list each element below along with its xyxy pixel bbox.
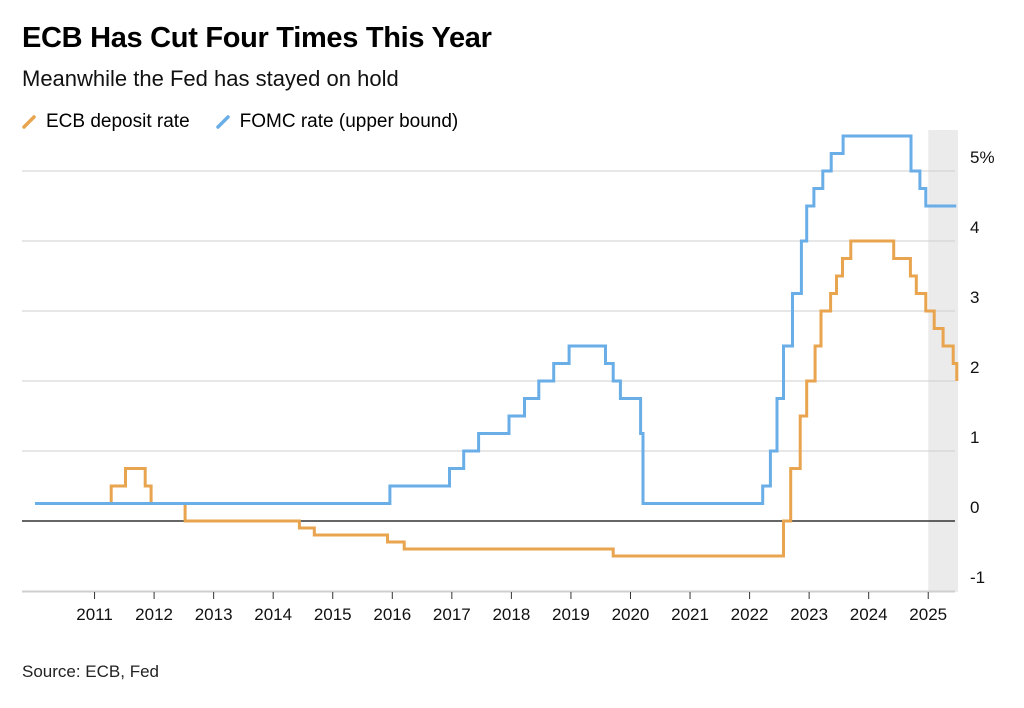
y-tick-label: 5% — [970, 148, 995, 167]
legend-swatch-ecb — [22, 115, 36, 129]
x-tick-label: 2016 — [373, 605, 411, 624]
legend-swatch-fomc — [215, 115, 230, 129]
legend-item-fomc: FOMC rate (upper bound) — [215, 111, 459, 133]
source-note: Source: ECB, Fed — [22, 662, 160, 681]
legend-item-ecb: ECB deposit rate — [22, 111, 190, 133]
x-tick-label: 2018 — [492, 605, 530, 624]
x-tick-label: 2017 — [433, 605, 471, 624]
x-tick-label: 2021 — [671, 605, 709, 624]
chart-title: ECB Has Cut Four Times This Year — [22, 22, 492, 54]
x-tick-label: 2020 — [612, 605, 650, 624]
legend: ECB deposit rate FOMC rate (upper bound) — [22, 111, 484, 133]
series-line-ecb — [35, 239, 959, 558]
x-tick-label: 2015 — [314, 605, 352, 624]
x-tick-label: 2022 — [731, 605, 769, 624]
y-tick-label: -1 — [970, 568, 985, 587]
y-tick-label: 1 — [970, 428, 979, 447]
x-tick-label: 2012 — [135, 605, 173, 624]
legend-label-ecb: ECB deposit rate — [46, 111, 190, 132]
y-tick-label: 3 — [970, 288, 979, 307]
y-tick-label: 0 — [970, 498, 979, 517]
chart-subtitle: Meanwhile the Fed has stayed on hold — [22, 66, 399, 91]
x-tick-label: 2024 — [850, 605, 888, 624]
x-tick-label: 2025 — [909, 605, 947, 624]
x-tick-label: 2011 — [76, 605, 113, 624]
y-tick-label: 2 — [970, 358, 979, 377]
x-tick-label: 2013 — [195, 605, 233, 624]
y-tick-label: 4 — [970, 218, 979, 237]
x-tick-label: 2019 — [552, 605, 590, 624]
legend-label-fomc: FOMC rate (upper bound) — [239, 111, 459, 132]
series-line-fomc — [35, 134, 957, 505]
x-tick-label: 2023 — [790, 605, 828, 624]
x-tick-label: 2014 — [254, 605, 292, 624]
